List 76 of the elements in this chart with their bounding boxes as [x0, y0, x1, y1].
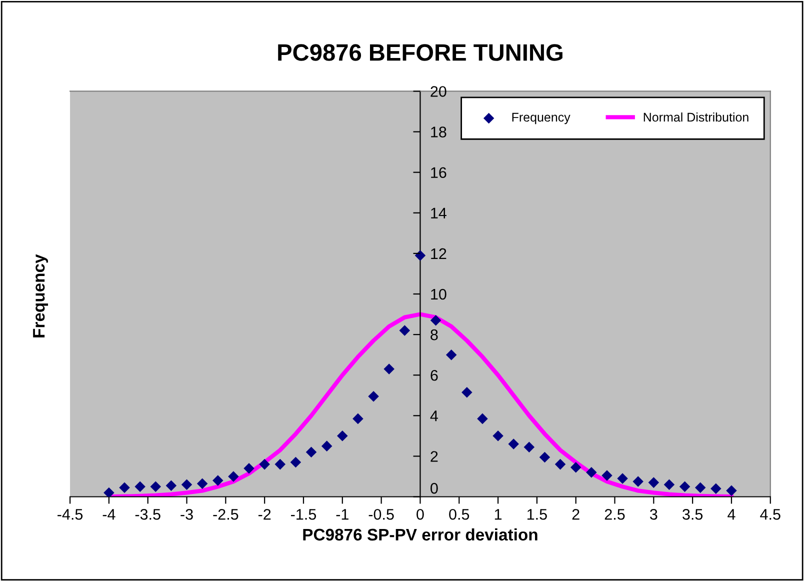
x-axis-title: PC9876 SP-PV error deviation — [303, 528, 538, 541]
point — [694, 482, 706, 494]
legend-label: Frequency — [512, 112, 570, 124]
point — [664, 479, 675, 490]
point — [679, 481, 690, 492]
point — [539, 452, 550, 463]
point — [570, 462, 582, 473]
point — [166, 480, 177, 491]
point — [368, 391, 379, 402]
point — [399, 325, 410, 336]
point — [290, 456, 302, 468]
x-tick-label: 1.5 — [527, 509, 547, 520]
point — [462, 386, 472, 398]
x-tick-label: -4.5 — [58, 509, 83, 520]
x-tick-label: -4 — [102, 509, 116, 520]
x-tick-label: -3.5 — [135, 508, 160, 520]
x-tick-label: -1 — [336, 509, 348, 520]
point — [274, 458, 286, 470]
x-tick-label: 4.5 — [760, 509, 780, 520]
y-tick-label: 20 — [430, 86, 446, 97]
point — [352, 413, 364, 424]
x-tick-label: 1 — [494, 509, 502, 520]
point — [228, 471, 239, 482]
point — [524, 442, 535, 452]
y-tick-label: 14 — [431, 208, 446, 218]
point — [648, 477, 660, 488]
point — [181, 479, 192, 490]
x-tick-label: -2.5 — [213, 508, 238, 520]
legend-label: Normal Distribution — [644, 112, 748, 122]
y-tick-label: 12 — [431, 248, 446, 259]
x-tick-label: 0.5 — [449, 508, 470, 520]
point — [150, 481, 162, 492]
x-tick-label: 2.5 — [604, 508, 625, 520]
x-tick-label: -2 — [258, 508, 271, 520]
x-tick-label: 4 — [728, 509, 736, 520]
x-tick-label: -3 — [180, 508, 193, 520]
chart-title: PC9876 BEFORE TUNING — [278, 44, 562, 61]
point — [632, 476, 644, 487]
point — [134, 481, 146, 492]
x-tick-label: -0.5 — [368, 508, 394, 520]
point — [104, 487, 114, 497]
point — [337, 430, 348, 442]
point — [430, 314, 442, 326]
point — [617, 473, 628, 484]
point — [602, 470, 612, 481]
y-axis-title: Frequency — [33, 254, 48, 338]
point — [414, 250, 426, 261]
y-tick-label: 16 — [431, 167, 446, 178]
y-tick-label: 8 — [430, 329, 438, 340]
y-tick-label: 2 — [430, 451, 438, 462]
point — [477, 413, 488, 424]
point — [554, 458, 566, 470]
point — [212, 475, 224, 486]
y-tick-label: 6 — [430, 370, 438, 381]
point — [259, 458, 270, 470]
point — [586, 467, 597, 478]
point — [244, 462, 254, 474]
point — [306, 446, 317, 458]
point — [384, 364, 394, 374]
point — [508, 438, 519, 450]
x-tick-label: 0 — [416, 508, 424, 520]
x-tick-label: -1.5 — [291, 509, 316, 520]
x-tick-label: 2 — [572, 508, 580, 520]
x-tick-label: 3 — [650, 508, 658, 520]
y-tick-label: 10 — [431, 288, 446, 300]
y-tick-label: 0 — [430, 482, 438, 494]
point — [710, 483, 722, 494]
point — [726, 485, 737, 496]
point — [492, 430, 504, 442]
point — [119, 482, 130, 494]
y-tick-label: 4 — [430, 410, 438, 422]
y-tick-label: 18 — [431, 126, 446, 138]
x-tick-label: 3.5 — [682, 508, 703, 520]
point — [321, 440, 332, 452]
point — [196, 478, 208, 489]
point — [446, 349, 457, 360]
